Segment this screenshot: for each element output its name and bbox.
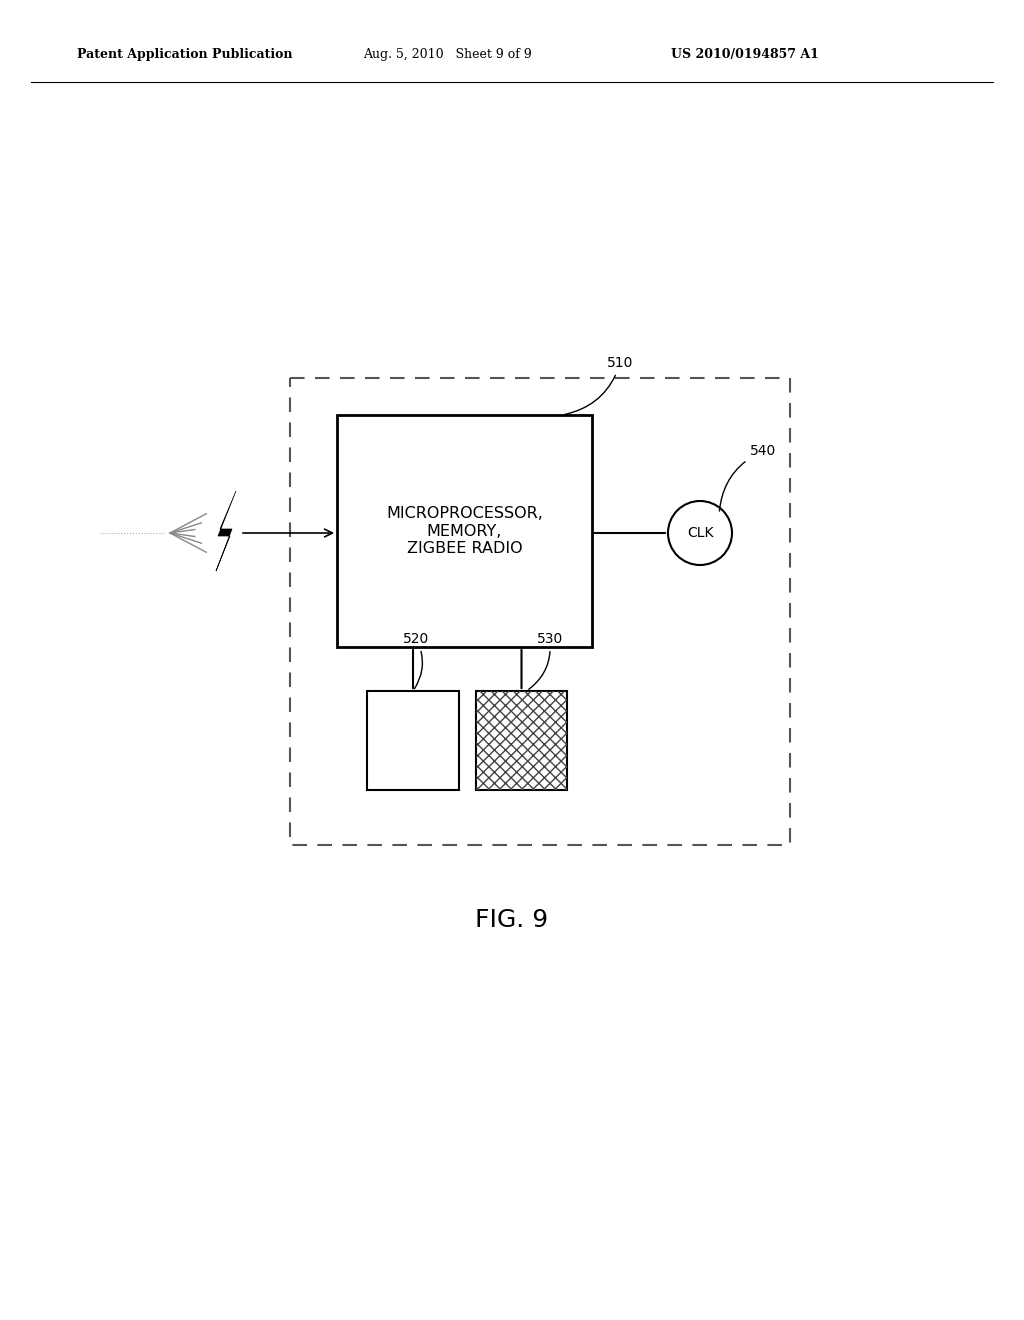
Polygon shape bbox=[216, 491, 236, 572]
Text: MICROPROCESSOR,
MEMORY,
ZIGBEE RADIO: MICROPROCESSOR, MEMORY, ZIGBEE RADIO bbox=[386, 506, 543, 556]
Text: US 2010/0194857 A1: US 2010/0194857 A1 bbox=[671, 48, 818, 61]
Circle shape bbox=[668, 502, 732, 565]
Bar bbox=[476, 690, 567, 789]
Text: Aug. 5, 2010   Sheet 9 of 9: Aug. 5, 2010 Sheet 9 of 9 bbox=[364, 48, 532, 61]
Text: CLK: CLK bbox=[687, 525, 714, 540]
Text: FIG. 9: FIG. 9 bbox=[475, 908, 549, 932]
Text: 530: 530 bbox=[528, 632, 563, 689]
Bar bbox=[367, 690, 459, 789]
Text: 540: 540 bbox=[720, 444, 776, 511]
Text: 510: 510 bbox=[564, 356, 634, 414]
Text: Patent Application Publication: Patent Application Publication bbox=[77, 48, 292, 61]
Bar bbox=[476, 690, 567, 789]
Bar bbox=[337, 414, 592, 647]
Bar bbox=[290, 378, 790, 845]
Text: 520: 520 bbox=[403, 632, 429, 689]
